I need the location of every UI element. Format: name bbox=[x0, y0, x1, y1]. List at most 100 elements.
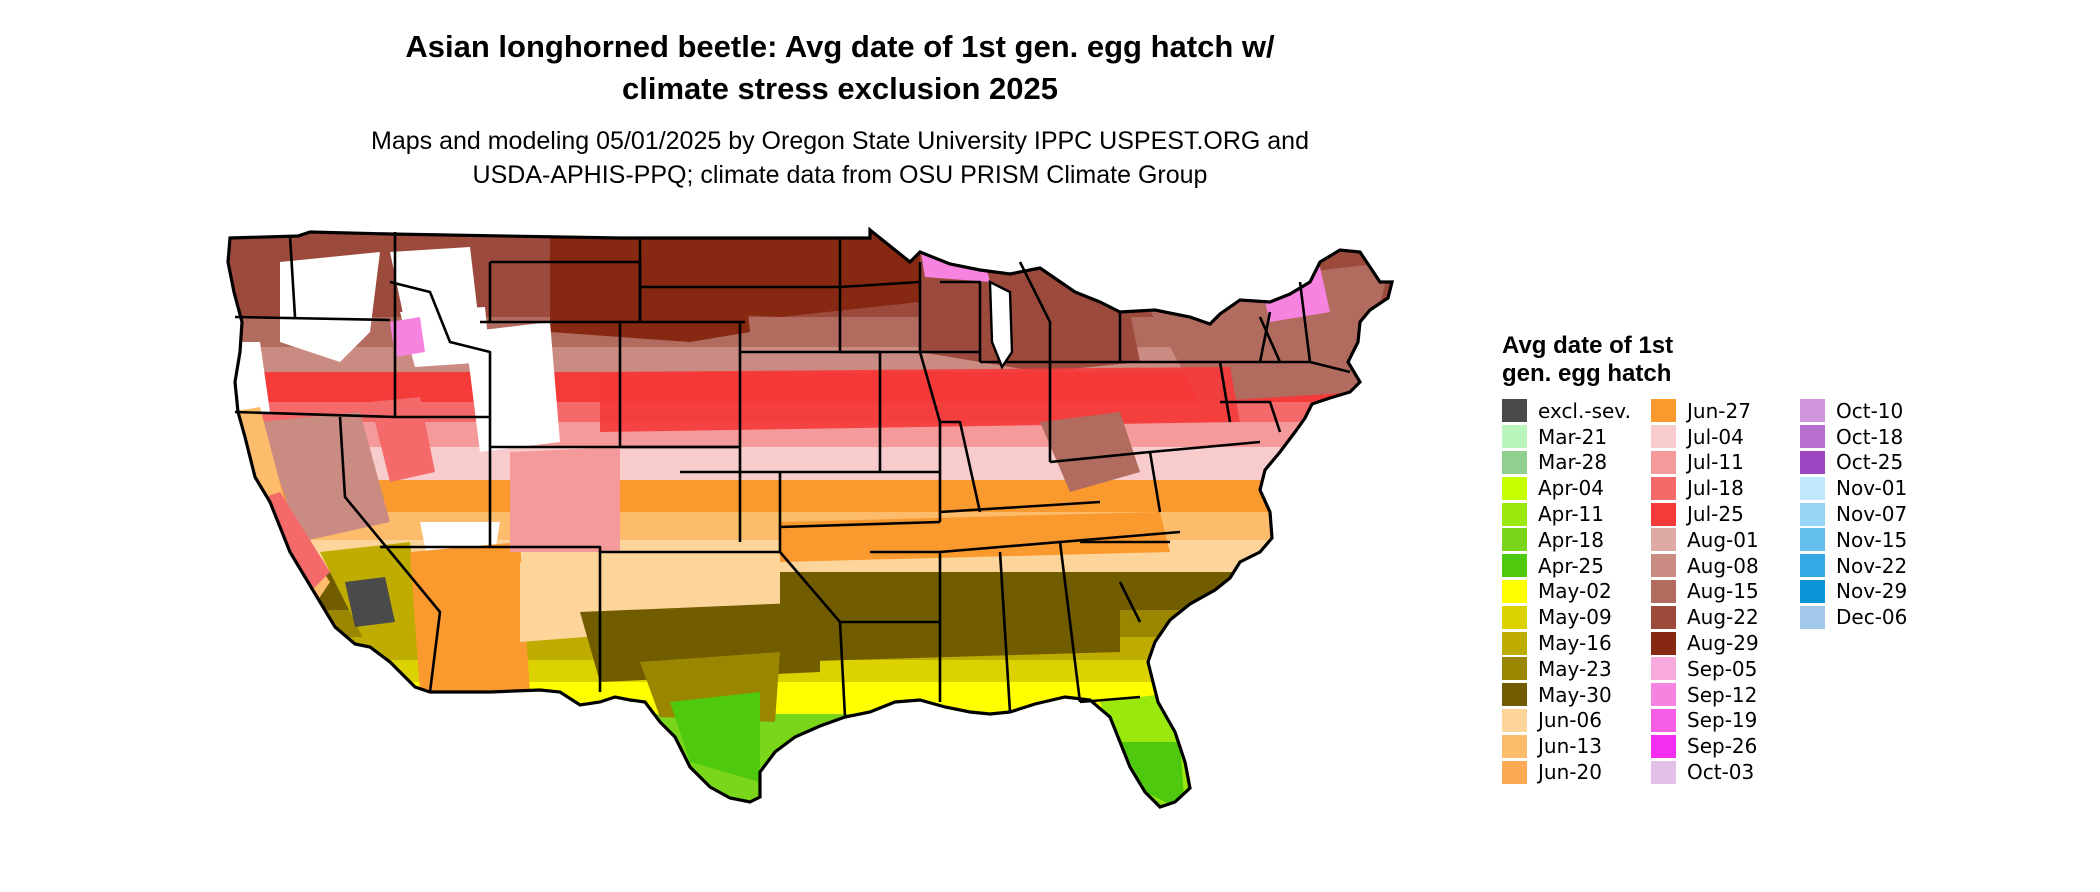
legend-item: Nov-22 bbox=[1800, 553, 1950, 579]
legend-label: Nov-07 bbox=[1836, 502, 1908, 527]
legend-item: Jun-20 bbox=[1502, 759, 1652, 785]
legend-label: Nov-01 bbox=[1836, 476, 1908, 501]
map-subtitle-line2: USDA-APHIS-PPQ; climate data from OSU PR… bbox=[472, 161, 1208, 189]
legend-label: May-23 bbox=[1538, 656, 1612, 681]
legend-column: Jun-27 Jul-04 Jul-11 Jul-18 Jul-25 Aug-01 Aug-… bbox=[1651, 398, 1801, 785]
legend-item: May-16 bbox=[1502, 630, 1652, 656]
legend-item: Aug-29 bbox=[1651, 630, 1801, 656]
legend-item: Nov-29 bbox=[1800, 579, 1950, 605]
legend-swatch bbox=[1502, 476, 1527, 500]
legend-label: Apr-25 bbox=[1538, 553, 1604, 578]
legend-swatch bbox=[1651, 760, 1676, 784]
legend-item: Aug-08 bbox=[1651, 553, 1801, 579]
legend-label: Apr-11 bbox=[1538, 502, 1604, 527]
legend-swatch bbox=[1502, 760, 1527, 784]
legend-item: excl.-sev. bbox=[1502, 398, 1652, 424]
legend-swatch bbox=[1502, 450, 1527, 474]
legend-swatch bbox=[1502, 425, 1527, 449]
legend-swatch bbox=[1800, 476, 1825, 500]
legend-item: Apr-11 bbox=[1502, 501, 1652, 527]
legend-label: Nov-29 bbox=[1836, 579, 1908, 604]
legend-swatch bbox=[1800, 528, 1825, 552]
us-hatch-date-map bbox=[226, 228, 1394, 809]
legend-label: Oct-03 bbox=[1687, 760, 1755, 785]
legend-swatch bbox=[1502, 734, 1527, 758]
legend-item: May-02 bbox=[1502, 579, 1652, 605]
legend-swatch bbox=[1651, 708, 1676, 732]
legend-item: Sep-05 bbox=[1651, 656, 1801, 682]
legend-swatch bbox=[1651, 605, 1676, 629]
legend-label: Jul-11 bbox=[1687, 450, 1744, 475]
legend-label: Sep-26 bbox=[1687, 734, 1758, 759]
legend-item: Jun-06 bbox=[1502, 708, 1652, 734]
legend-swatch bbox=[1800, 399, 1825, 423]
legend-item: Mar-21 bbox=[1502, 424, 1652, 450]
legend-item: Oct-10 bbox=[1800, 398, 1950, 424]
legend: Avg date of 1st gen. egg hatch excl.-sev… bbox=[1502, 332, 1950, 785]
legend-swatch bbox=[1651, 579, 1676, 603]
map-title-line2: climate stress exclusion 2025 bbox=[622, 71, 1058, 106]
legend-swatch bbox=[1651, 657, 1676, 681]
legend-swatch bbox=[1800, 605, 1825, 629]
legend-swatch bbox=[1502, 683, 1527, 707]
map-title-line1: Asian longhorned beetle: Avg date of 1st… bbox=[405, 29, 1275, 64]
legend-swatch bbox=[1651, 734, 1676, 758]
legend-item: Nov-15 bbox=[1800, 527, 1950, 553]
legend-item: Jul-04 bbox=[1651, 424, 1801, 450]
hatch-date-zones bbox=[228, 230, 1392, 807]
legend-swatch bbox=[1651, 631, 1676, 655]
legend-label: Oct-18 bbox=[1836, 424, 1904, 449]
legend-label: Sep-05 bbox=[1687, 656, 1758, 681]
legend-title-line1: Avg date of 1st bbox=[1502, 332, 1674, 359]
legend-swatch bbox=[1502, 605, 1527, 629]
legend-item: Aug-15 bbox=[1651, 579, 1801, 605]
legend-swatch bbox=[1502, 399, 1527, 423]
legend-swatch bbox=[1651, 476, 1676, 500]
legend-label: Aug-22 bbox=[1687, 605, 1759, 630]
legend-label: Dec-06 bbox=[1836, 605, 1908, 630]
legend-item: Apr-04 bbox=[1502, 475, 1652, 501]
legend-label: May-16 bbox=[1538, 631, 1612, 656]
legend-title: Avg date of 1st gen. egg hatch bbox=[1502, 332, 1950, 388]
legend-label: Nov-15 bbox=[1836, 527, 1908, 552]
legend-swatch bbox=[1651, 399, 1676, 423]
legend-item: Jun-13 bbox=[1502, 733, 1652, 759]
legend-label: Mar-28 bbox=[1538, 450, 1608, 475]
legend-swatch bbox=[1651, 683, 1676, 707]
legend-item: May-09 bbox=[1502, 604, 1652, 630]
legend-label: Aug-29 bbox=[1687, 631, 1759, 656]
legend-label: excl.-sev. bbox=[1538, 398, 1631, 423]
legend-item: Apr-25 bbox=[1502, 553, 1652, 579]
legend-item: Sep-19 bbox=[1651, 708, 1801, 734]
legend-label: Sep-19 bbox=[1687, 708, 1758, 733]
legend-label: Apr-18 bbox=[1538, 527, 1604, 552]
legend-label: Oct-25 bbox=[1836, 450, 1904, 475]
legend-item: Jul-11 bbox=[1651, 450, 1801, 476]
legend-item: Mar-28 bbox=[1502, 450, 1652, 476]
legend-label: Aug-15 bbox=[1687, 579, 1759, 604]
legend-item: Sep-26 bbox=[1651, 733, 1801, 759]
legend-swatch bbox=[1800, 425, 1825, 449]
map-title: Asian longhorned beetle: Avg date of 1st… bbox=[250, 26, 1430, 110]
legend-swatch bbox=[1502, 631, 1527, 655]
legend-item: Sep-12 bbox=[1651, 682, 1801, 708]
legend-label: Apr-04 bbox=[1538, 476, 1604, 501]
legend-item: Nov-01 bbox=[1800, 475, 1950, 501]
legend-label: May-02 bbox=[1538, 579, 1612, 604]
legend-columns: excl.-sev. Mar-21 Mar-28 Apr-04 Apr-11 Apr-18… bbox=[1502, 398, 1950, 785]
legend-item: Oct-25 bbox=[1800, 450, 1950, 476]
legend-swatch bbox=[1651, 554, 1676, 578]
legend-label: May-30 bbox=[1538, 682, 1612, 707]
legend-label: Mar-21 bbox=[1538, 424, 1608, 449]
legend-item: Oct-18 bbox=[1800, 424, 1950, 450]
legend-label: Oct-10 bbox=[1836, 398, 1904, 423]
legend-label: Jul-04 bbox=[1687, 424, 1744, 449]
legend-label: Aug-01 bbox=[1687, 527, 1759, 552]
legend-item: Nov-07 bbox=[1800, 501, 1950, 527]
legend-swatch bbox=[1800, 450, 1825, 474]
legend-item: Jul-25 bbox=[1651, 501, 1801, 527]
legend-column: excl.-sev. Mar-21 Mar-28 Apr-04 Apr-11 Apr-18… bbox=[1502, 398, 1652, 785]
legend-swatch bbox=[1502, 554, 1527, 578]
legend-item: Aug-22 bbox=[1651, 604, 1801, 630]
legend-swatch bbox=[1502, 708, 1527, 732]
